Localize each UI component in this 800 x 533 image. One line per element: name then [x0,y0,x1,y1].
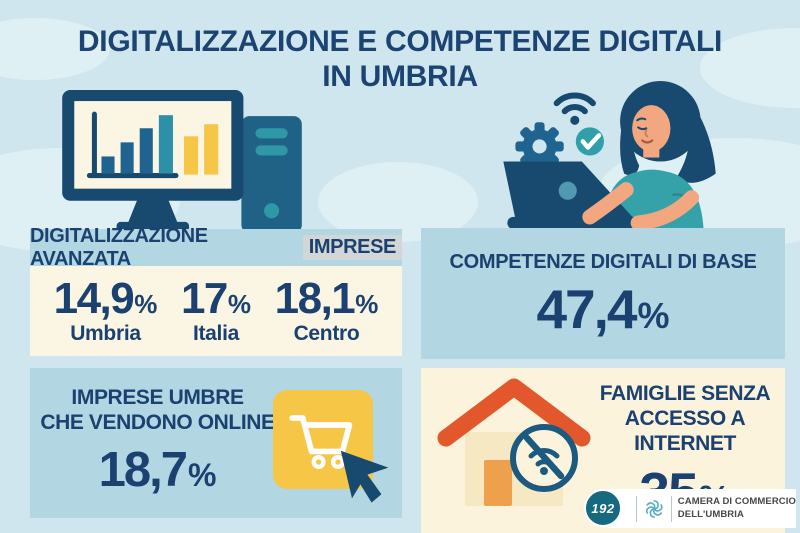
woman-arms [582,182,700,230]
panel-heading: DIGITALIZZAZIONE AVANZATA IMPRESE [30,225,402,270]
stat-value: 14,9 [53,273,135,323]
heading-line-1: FAMIGLIE SENZA [599,382,771,405]
heading-line-1: IMPRESE UMBRE [71,386,244,409]
badge-192-logo: 192 [584,489,622,527]
stat-unit: % [637,294,670,336]
title-line-2: IN UMBRIA [322,60,478,94]
org-name-line-1: CAMERA DI COMMERCIO [677,496,796,508]
no-wifi-icon [510,424,578,492]
heading-text: DIGITALIZZAZIONE AVANZATA [30,224,208,270]
shopping-cart-icon [289,415,353,470]
woman-laptop-illustration [503,81,716,230]
heading-line-2: ACCESSO A INTERNET [624,406,746,455]
house-icon [437,378,591,506]
stats-row: 14,9 % Umbria 17 % Italia 18,1 % Centro [30,266,402,356]
stat-unit: % [355,288,379,319]
heading-line-2: CHE VENDONO ONLINE [40,410,275,434]
org-name-line-2: DELL'UMBRIA [677,508,744,520]
divider [671,495,672,522]
stat-centro: 18,1 % Centro [274,273,379,346]
page-title: DIGITALIZZAZIONE E COMPETENZE DIGITALI I… [0,24,800,94]
wifi-icon [553,92,596,125]
camera-di-commercio-umbria-logo-icon [645,499,663,518]
stat-label: Centro [293,321,360,345]
check-circle-icon [575,127,604,156]
panel-text: IMPRESE UMBRE CHE VENDONO ONLINE 18,7 % [30,386,285,495]
panel-vendono-online: IMPRESE UMBRE CHE VENDONO ONLINE 18,7 % [30,368,402,518]
divider [636,495,637,522]
stat-value: 18,1 [274,273,356,323]
stat-label: Italia [192,321,240,345]
footer-logo-strip: CAMERA DI COMMERCIO DELL'UMBRIA [608,489,796,528]
desktop-computer-illustration [62,90,302,234]
stat-value: 18,7 [98,442,188,497]
stat-value: 47,4 [536,277,637,340]
computer-tower-icon [241,116,302,233]
panel-heading: COMPETENZE DIGITALI DI BASE [449,250,757,273]
stat-italia: 17 % Italia [180,273,252,346]
stat-umbria: 14,9 % Umbria [53,273,158,346]
stat-label: Umbria [70,321,141,345]
stat-unit: % [187,456,217,493]
heading-highlight-imprese: IMPRESE [302,235,402,260]
cursor-arrow-icon [340,450,389,503]
gear-icon [515,122,564,171]
panel-competenze-digitali: COMPETENZE DIGITALI DI BASE 47,4 % [421,228,785,359]
title-line-1: DIGITALIZZAZIONE E COMPETENZE DIGITALI [77,25,723,58]
org-name: CAMERA DI COMMERCIO DELL'UMBRIA [678,496,796,521]
stat-value: 17 [180,273,228,323]
panel-digitalizzazione-avanzata: DIGITALIZZAZIONE AVANZATA IMPRESE 14,9 %… [30,225,402,356]
bar-chart-icon [86,111,219,179]
stat-unit: % [227,288,252,319]
stat-unit: % [134,288,158,319]
